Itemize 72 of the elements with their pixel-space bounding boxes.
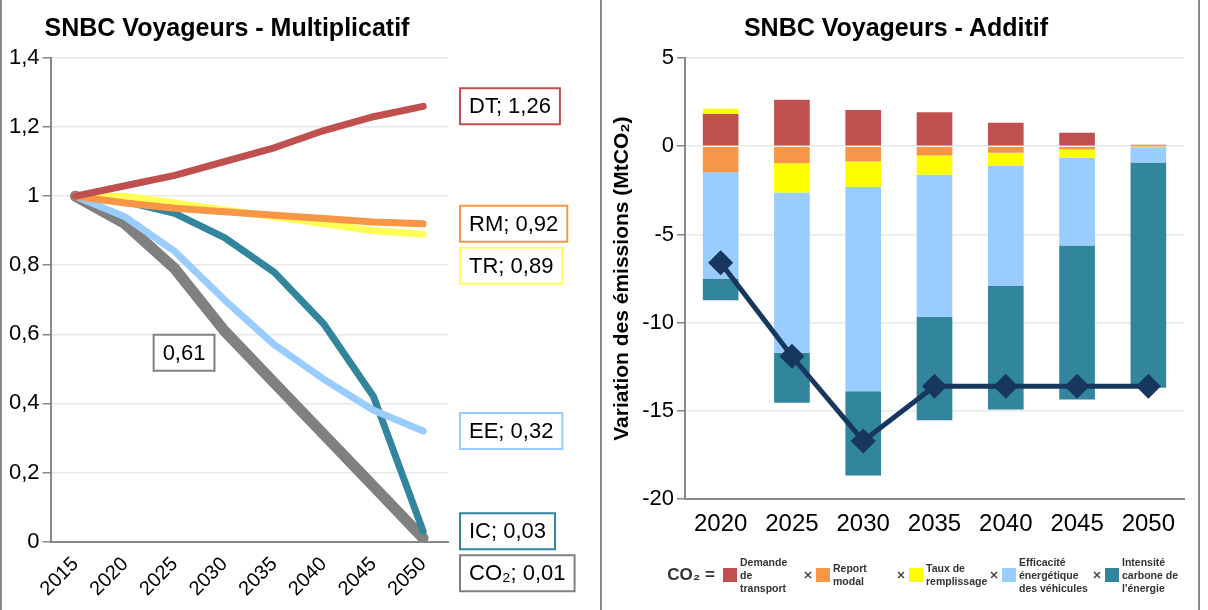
- annotation: DT; 1,26: [469, 93, 551, 119]
- bar: [1059, 146, 1095, 150]
- bar: [1130, 162, 1167, 388]
- y-tick-label: 5: [661, 44, 674, 70]
- bar: [1130, 147, 1167, 163]
- x-tick-label: 2035: [907, 509, 962, 537]
- point: [709, 251, 733, 275]
- bar: [702, 172, 739, 279]
- legend-label: Efficacité énergétique des véhicules: [1019, 555, 1089, 595]
- legend-title: CO₂ =: [667, 565, 715, 585]
- bar: [702, 108, 739, 114]
- bar: [1059, 132, 1095, 146]
- bar: [987, 146, 1024, 153]
- y-tick-label: -5: [654, 220, 674, 246]
- bar: [987, 166, 1024, 287]
- legend-label: Taux de remplissage: [926, 562, 988, 588]
- x-tick-label: 2040: [979, 509, 1033, 537]
- annotation: CO₂; 0,01: [469, 560, 566, 586]
- y-tick-label: 0,8: [8, 251, 40, 277]
- x-tick-label: 2025: [765, 509, 819, 537]
- y-tick-label: -10: [642, 308, 674, 334]
- y-tick-label: 1,4: [8, 44, 40, 70]
- bar: [845, 186, 882, 392]
- y-tick-label: 0: [661, 132, 674, 158]
- bar: [916, 146, 953, 156]
- y-tick-label: 0,4: [8, 389, 40, 415]
- point: [1136, 374, 1160, 398]
- y-tick-label: 1,2: [8, 113, 40, 139]
- annotation: 0,61: [162, 339, 206, 365]
- bar: [845, 161, 882, 187]
- chart-title: SNBC Voyageurs - Additif: [743, 12, 1049, 41]
- x-tick-label: 2030: [836, 509, 890, 537]
- y-tick-label: -15: [642, 397, 674, 423]
- y-tick-label: 0,6: [8, 320, 40, 346]
- legend-label: Demande de transport: [740, 555, 789, 595]
- bar: [916, 112, 953, 146]
- bar: [1059, 149, 1095, 158]
- legend-label: Report modal: [833, 562, 868, 588]
- bar: [1059, 157, 1095, 246]
- y-tick-label: 0: [27, 527, 40, 553]
- bar: [774, 163, 810, 193]
- point: [994, 374, 1018, 398]
- bar: [702, 278, 739, 301]
- y-tick-label: -20: [642, 485, 674, 511]
- bar: [916, 155, 953, 175]
- x-tick-label: 2020: [693, 509, 748, 537]
- bar: [774, 146, 810, 164]
- point: [923, 374, 946, 398]
- bar: [702, 113, 739, 146]
- annotation: IC; 0,03: [469, 518, 547, 544]
- annotation: RM; 0,92: [469, 210, 559, 236]
- y-axis-title: Variation des émissions (MtCO₂): [609, 116, 633, 441]
- bar: [774, 99, 810, 146]
- point: [780, 344, 804, 368]
- bar: [845, 109, 882, 146]
- bar: [1059, 245, 1095, 400]
- x-tick-label: 2045: [1050, 509, 1104, 537]
- y-tick-label: 0,2: [8, 458, 40, 484]
- bar: [702, 146, 739, 173]
- y-tick-label: 1: [27, 182, 40, 208]
- annotation: TR; 0,89: [469, 252, 554, 278]
- bar: [987, 122, 1024, 146]
- bar: [916, 174, 953, 317]
- chart-title: SNBC Voyageurs - Multiplicatif: [44, 12, 411, 41]
- x-tick-label: 2050: [1121, 509, 1176, 537]
- bar: [987, 286, 1024, 410]
- bar: [845, 146, 882, 162]
- annotation: EE; 0,32: [469, 418, 554, 444]
- point: [1065, 374, 1089, 398]
- bar: [774, 192, 810, 353]
- bar: [987, 152, 1024, 167]
- legend-label: Intensité carbone de l'énergie: [1122, 555, 1180, 595]
